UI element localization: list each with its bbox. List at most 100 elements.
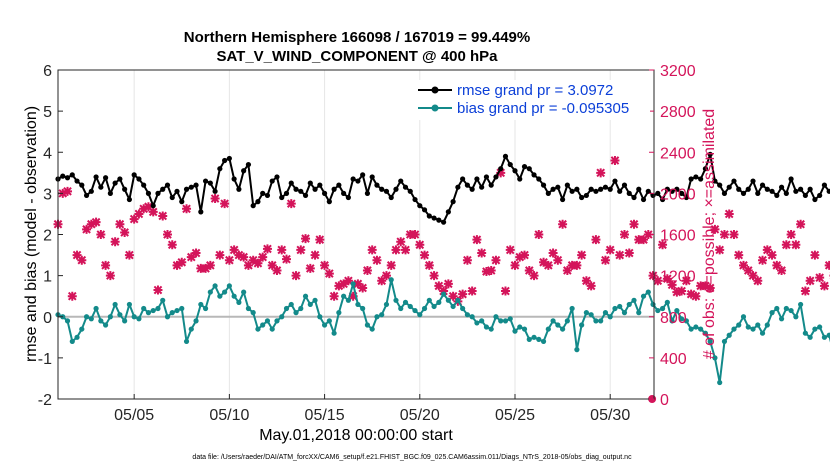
bias-point	[721, 338, 728, 345]
bias-point	[683, 318, 689, 324]
bias-point	[241, 289, 247, 295]
assimilated-marker	[781, 240, 791, 250]
assimilated-marker	[439, 286, 449, 296]
rmse-point	[740, 190, 747, 196]
bias-point	[759, 330, 766, 336]
rmse-point	[679, 190, 685, 196]
assimilated-marker	[96, 230, 106, 239]
assimilated-marker	[353, 279, 363, 289]
x-tick-label: 05/20	[400, 407, 440, 424]
assimilated-marker	[229, 245, 239, 255]
assimilated-marker	[772, 260, 782, 270]
rmse-point	[464, 182, 470, 188]
bias-point	[545, 326, 551, 332]
assimilated-marker	[786, 230, 796, 239]
rmse-point	[350, 176, 356, 182]
bias-point	[236, 299, 242, 305]
assimilated-marker	[420, 250, 430, 260]
assimilated-marker	[529, 271, 539, 281]
y-left-tick-label: -1	[38, 351, 52, 368]
rmse-point	[717, 182, 723, 188]
legend-rmse-label: rmse grand pr = 3.0972	[457, 82, 613, 99]
bias-point	[626, 301, 632, 308]
assimilated-marker	[291, 271, 301, 281]
bias-point	[426, 297, 432, 303]
rmse-point	[64, 175, 71, 181]
bias-point	[126, 301, 133, 308]
assimilated-marker	[362, 265, 372, 275]
rmse-point	[198, 209, 204, 215]
assimilated-marker	[548, 248, 558, 258]
assimilated-marker	[596, 168, 606, 178]
bias-point	[783, 305, 789, 312]
assimilated-marker	[534, 230, 544, 239]
assimilated-marker	[215, 250, 225, 260]
y-left-tick-label: 0	[43, 310, 52, 327]
bias-point	[288, 301, 294, 308]
legend: rmse grand pr = 3.0972 bias grand pr = -…	[416, 80, 650, 120]
bias-point	[93, 305, 99, 312]
rmse-point	[103, 175, 109, 181]
assimilated-marker	[672, 287, 682, 297]
rmse-point	[698, 176, 704, 182]
bias-point	[117, 312, 123, 318]
assimilated-marker	[681, 276, 691, 286]
assimilated-marker	[667, 280, 677, 290]
rmse-point	[759, 182, 766, 188]
bias-point	[621, 310, 628, 316]
bias-point	[569, 305, 575, 312]
bias-point	[536, 336, 542, 342]
assimilated-marker	[320, 260, 330, 270]
rmse-point	[298, 188, 304, 194]
assimilated-marker	[543, 260, 553, 270]
bias-point	[583, 310, 590, 316]
rmse-point	[655, 190, 661, 196]
rmse-point	[402, 184, 409, 190]
assimilated-marker	[643, 230, 653, 239]
assimilated-marker	[500, 286, 510, 296]
bias-point	[355, 301, 361, 308]
rmse-point	[179, 199, 185, 205]
rmse-point	[436, 217, 442, 223]
assimilated-marker	[558, 219, 568, 229]
rmse-point	[583, 192, 590, 199]
assimilated-marker	[253, 258, 263, 268]
rmse-point	[802, 192, 808, 199]
rmse-point	[521, 164, 528, 170]
rmse-point	[450, 199, 456, 205]
bias-point	[260, 322, 266, 328]
rmse-point	[388, 194, 394, 201]
rmse-point	[531, 172, 537, 178]
rmse-point	[293, 186, 299, 192]
assimilated-marker	[724, 209, 734, 219]
rmse-point	[636, 186, 642, 192]
bias-point	[183, 338, 190, 345]
assimilated-marker	[210, 194, 220, 204]
rmse-point	[112, 180, 118, 186]
bias-point	[726, 332, 732, 338]
y-left-axis-label: rmse and bias (model - observation)	[23, 106, 40, 362]
rmse-point	[769, 188, 775, 194]
bias-point	[593, 318, 599, 324]
assimilated-marker	[415, 240, 425, 250]
rmse-point	[321, 190, 328, 196]
assimilated-marker	[472, 235, 482, 245]
assimilated-marker	[191, 248, 201, 258]
rmse-point	[164, 182, 171, 188]
y-right-axis-label: # of obs: o=possible; ×=assimilated	[701, 109, 718, 359]
assimilated-marker	[686, 289, 696, 299]
bias-point	[826, 332, 830, 338]
assimilated-marker	[462, 255, 472, 265]
rmse-point	[407, 188, 413, 194]
assimilated-marker	[486, 265, 496, 275]
y-right-tick-label: 2000	[660, 186, 696, 203]
y-right-axis-ticks: 0 400 800 1200 1600 2000 2400 2800 3200	[649, 63, 696, 409]
bias-point	[526, 336, 532, 342]
assimilated-marker	[719, 230, 729, 239]
assimilated-marker	[791, 240, 801, 250]
bias-point	[255, 326, 261, 332]
assimilated-marker	[129, 214, 139, 224]
assimilated-marker	[405, 230, 415, 239]
rmse-point	[369, 174, 375, 180]
